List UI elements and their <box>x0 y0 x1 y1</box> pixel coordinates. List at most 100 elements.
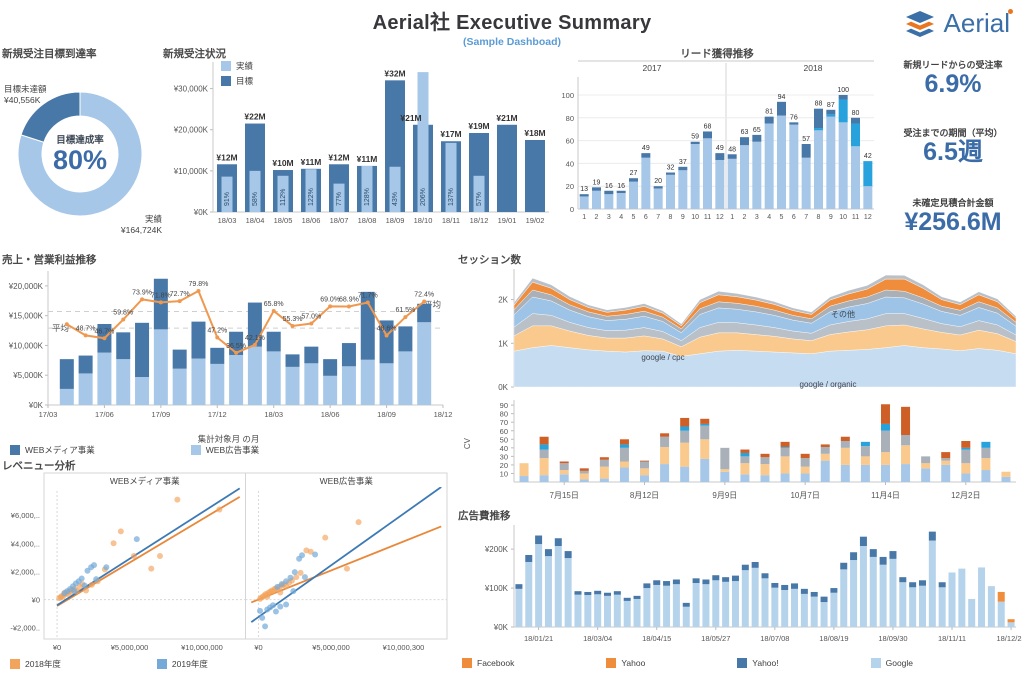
legend-item-media[interactable]: WEBメディア事業 <box>10 444 95 456</box>
leads-bar-segment <box>851 146 860 209</box>
svg-text:18/10: 18/10 <box>414 216 433 225</box>
leads-bar-segment <box>715 159 725 209</box>
leads-chart[interactable]: 2017 201802040608010013119216316427549620… <box>552 59 882 251</box>
ad-spend-bar-segment <box>938 582 946 588</box>
ad-spend-bar-segment <box>663 581 671 586</box>
ad-spend-bar-segment <box>702 579 710 585</box>
leads-bar-segment <box>838 94 848 100</box>
ad-spend-bar-segment <box>722 581 730 627</box>
media-revenue-segment <box>172 349 187 369</box>
ad-spend-bar-segment <box>722 577 730 582</box>
cv-bar-segment <box>820 444 830 447</box>
ad-revenue-segment <box>341 366 356 405</box>
svg-text:5: 5 <box>780 214 784 221</box>
scatter-point-2019 <box>270 602 277 609</box>
cv-bar-segment <box>579 473 589 480</box>
actual-bar <box>445 142 457 212</box>
cv-bar-segment <box>941 460 951 465</box>
svg-text:76: 76 <box>790 114 798 121</box>
leads-bar-segment <box>579 194 589 197</box>
svg-text:0K: 0K <box>498 383 508 392</box>
legend-item-facebook[interactable]: Facebook <box>462 658 514 668</box>
svg-text:10: 10 <box>691 214 699 221</box>
svg-text:18/06: 18/06 <box>321 410 340 419</box>
ad-spend-bar-segment <box>564 551 572 559</box>
svg-text:-¥2,000..: -¥2,000.. <box>10 624 40 633</box>
ad-spend-bar-segment <box>948 572 956 627</box>
ad-revenue-segment <box>97 352 112 405</box>
new-orders-chart[interactable]: ¥30,000K ¥20,000K ¥10,000K ¥0K 91% ¥12M 18/03 5… <box>163 60 555 250</box>
cv-bar-segment <box>720 447 730 470</box>
leads-bar-segment <box>690 144 700 209</box>
legend-item-target[interactable]: 目標 <box>221 75 253 87</box>
leads-bar-segment <box>814 108 823 129</box>
ad-spend-bar-segment <box>771 583 779 588</box>
svg-text:¥6,000,..: ¥6,000,.. <box>11 511 40 520</box>
panel-kpis: 新規リードからの受注率 6.9% 受注までの期間（平均） 6.5週 未確定見積合計金… <box>884 50 1022 252</box>
ad-spend-bar-segment <box>623 600 631 627</box>
legend-item-actual[interactable]: 実績 <box>221 60 253 72</box>
legend-item-yahoo2[interactable]: Yahoo! <box>737 658 779 668</box>
ad-spend-bar-segment <box>574 594 582 627</box>
revenue-trend-chart[interactable]: ¥20,000K¥15,000K¥10,000K¥5,000K¥0K平均平均17… <box>2 265 455 433</box>
svg-text:100: 100 <box>561 91 574 100</box>
ad-spend-bar-segment <box>968 598 976 627</box>
scatter-point-2018 <box>277 589 284 596</box>
leads-bar-segment <box>764 116 774 124</box>
ad-spend-chart[interactable]: ¥0K ¥100K ¥200K 18/01/21 18/03/04 18/04/15 18/… <box>458 521 1022 655</box>
svg-text:50: 50 <box>500 435 508 444</box>
sessions-chart[interactable]: 2K 1K 0K その他 google / cpc google / organic <box>458 265 1022 397</box>
svg-text:72.4%: 72.4% <box>414 292 434 299</box>
scatter-point-2019 <box>133 536 140 543</box>
ad-spend-bar-segment <box>978 567 986 627</box>
cv-bar-segment <box>921 456 931 464</box>
svg-text:72.7%: 72.7% <box>170 291 190 298</box>
ad-spend-bar-segment <box>604 592 612 596</box>
cv-bar-segment <box>740 449 750 453</box>
svg-text:71.7%: 71.7% <box>358 293 378 300</box>
ad-revenue-segment <box>172 368 187 405</box>
leads-bar-segment <box>752 134 762 142</box>
ad-spend-bar-segment <box>850 552 858 561</box>
media-revenue-segment <box>247 302 262 347</box>
legend-item-2018[interactable]: 2018年度 <box>10 658 61 670</box>
ad-spend-bar-segment <box>731 575 739 582</box>
ad-spend-bar-segment <box>909 582 917 588</box>
kpi-order-rate: 新規リードからの受注率 6.9% <box>903 60 1003 98</box>
leads-bar-segment <box>690 141 700 145</box>
legend-item-2019[interactable]: 2019年度 <box>156 658 208 670</box>
legend-swatch <box>870 658 881 668</box>
ad-revenue-segment <box>229 354 244 405</box>
goal-donut-chart[interactable] <box>2 64 162 250</box>
svg-text:¥32M: ¥32M <box>384 68 405 78</box>
actual-bar <box>249 170 261 212</box>
svg-text:9月9日: 9月9日 <box>712 491 737 500</box>
revenue-scatter-chart[interactable]: ¥6,000,.. ¥4,000,.. ¥2,000,.. ¥0 -¥2,000.. WE… <box>2 471 455 657</box>
scatter-point-2018 <box>216 506 223 513</box>
logo: Aerial <box>903 8 1013 39</box>
svg-text:平均: 平均 <box>424 299 441 309</box>
panel-sessions: セッション数 2K 1K 0K その他 google / cpc google / org… <box>458 252 1022 398</box>
scatter-point-2019 <box>278 581 285 588</box>
svg-text:19/01: 19/01 <box>498 216 517 225</box>
cv-bar-segment <box>800 458 810 467</box>
svg-text:87: 87 <box>827 102 835 109</box>
cv-bar-segment <box>700 439 710 459</box>
kpi-order-period: 受注までの期間（平均） 6.5週 <box>903 128 1003 166</box>
cv-bar-segment <box>840 436 850 441</box>
cv-bar-segment <box>559 461 569 464</box>
ad-spend-bar-segment <box>535 544 543 627</box>
ad-spend-bar-segment <box>909 587 917 627</box>
leads-bar-segment <box>740 145 749 209</box>
target-bar <box>525 140 545 212</box>
ad-spend-bar-segment <box>899 577 907 583</box>
legend-item-google[interactable]: Google <box>870 658 913 668</box>
leads-bar-segment <box>653 186 663 189</box>
legend-item-ad[interactable]: WEB広告事業 <box>190 444 259 456</box>
panel-revenue-scatter: レベニュー分析 ¥6,000,.. ¥4,000,.. ¥2,000,.. ¥0 -¥2… <box>2 458 455 675</box>
legend-swatch <box>737 658 748 668</box>
legend-item-yahoo[interactable]: Yahoo <box>606 658 645 668</box>
svg-text:112%: 112% <box>280 189 287 206</box>
ad-revenue-segment <box>379 363 394 405</box>
